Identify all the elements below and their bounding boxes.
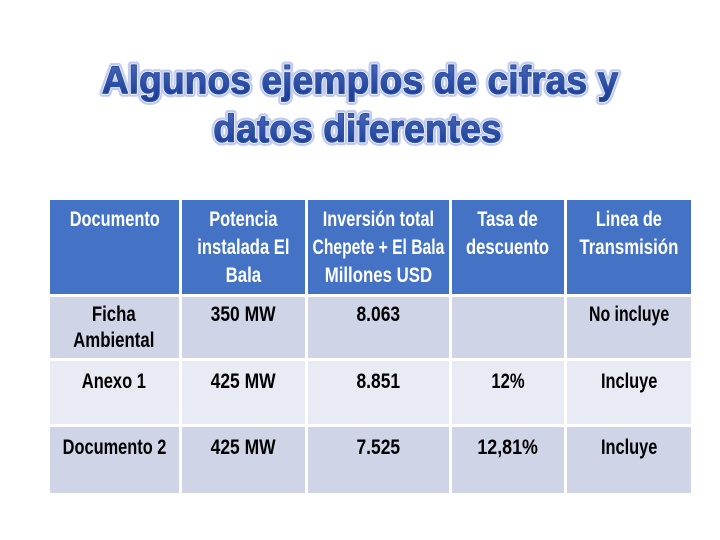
svg-text:datos diferentes: datos diferentes: [213, 107, 501, 151]
svg-text:Algunos ejemplos de cifras y: Algunos ejemplos de cifras y: [102, 58, 619, 102]
svg-text:Algunos ejemplos de cifras y: Algunos ejemplos de cifras y: [102, 58, 619, 102]
svg-text:datos diferentes: datos diferentes: [213, 107, 501, 151]
svg-text:Algunos ejemplos de cifras y: Algunos ejemplos de cifras y: [102, 58, 619, 102]
svg-text:datos diferentes: datos diferentes: [213, 107, 501, 151]
